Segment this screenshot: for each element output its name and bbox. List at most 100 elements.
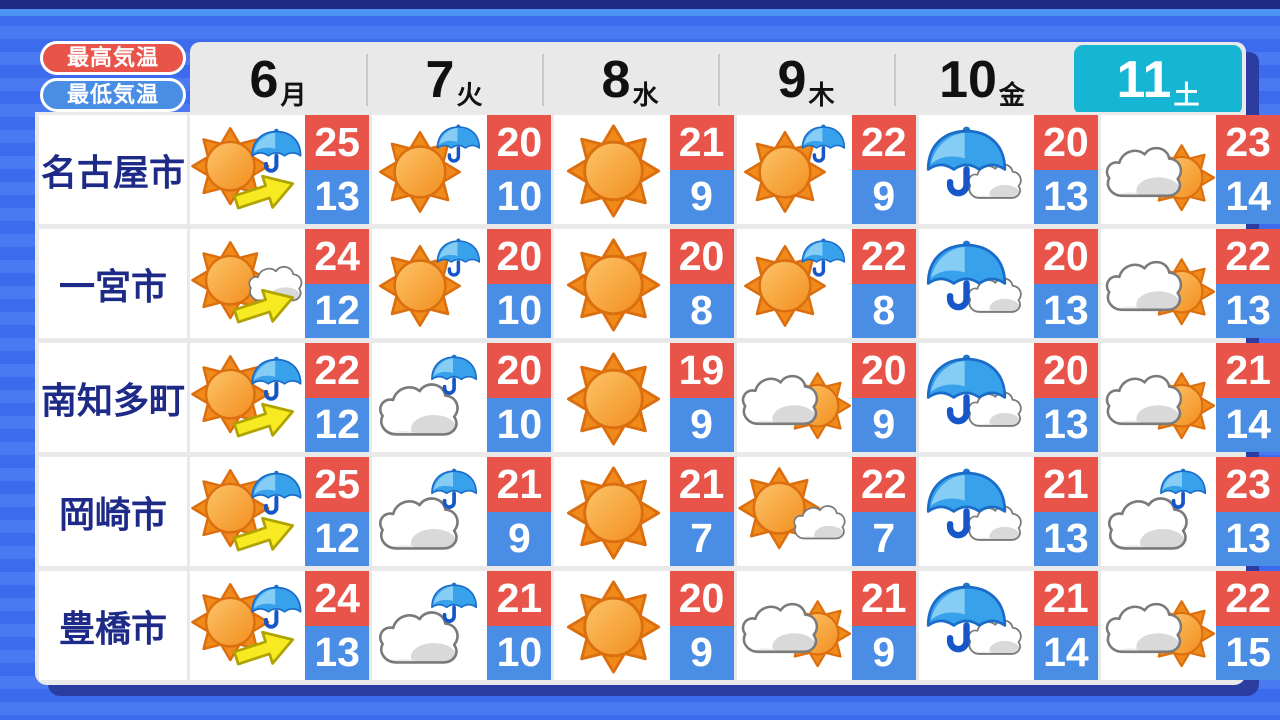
forecast-cell: 20 9 bbox=[736, 343, 916, 452]
forecast-table: 名古屋市 25 13 20 10 21 9 22 9 20 13 23 14 一宮市 24 1… bbox=[35, 112, 1280, 685]
day-header-sat-highlighted: 11 土 bbox=[1074, 45, 1242, 115]
min-temp: 9 bbox=[851, 169, 916, 224]
weather-icon bbox=[919, 464, 1034, 560]
weather-icon bbox=[190, 122, 305, 218]
forecast-cell: 25 12 bbox=[190, 457, 370, 566]
forecast-cell: 21 9 bbox=[736, 571, 916, 680]
day-number: 10 bbox=[939, 51, 997, 109]
min-temp: 14 bbox=[1216, 169, 1280, 224]
max-temp: 22 bbox=[851, 457, 916, 512]
max-temp: 21 bbox=[1033, 457, 1098, 512]
forecast-cell: 22 9 bbox=[736, 115, 916, 224]
weekday-label: 木 bbox=[808, 79, 835, 110]
min-temp: 13 bbox=[305, 625, 370, 680]
weather-icon bbox=[372, 122, 487, 218]
max-temp: 23 bbox=[1216, 115, 1280, 170]
max-temp: 22 bbox=[1216, 571, 1280, 626]
weather-icon bbox=[190, 464, 305, 560]
forecast-cell: 21 7 bbox=[554, 457, 734, 566]
min-temp: 15 bbox=[1216, 625, 1280, 680]
min-temp: 8 bbox=[669, 283, 734, 338]
max-temp: 21 bbox=[851, 571, 916, 626]
day-number: 7 bbox=[425, 51, 455, 109]
min-temp: 8 bbox=[851, 283, 916, 338]
min-temp: 13 bbox=[1216, 511, 1280, 566]
forecast-cell: 20 13 bbox=[918, 229, 1098, 338]
table-row-nagoya: 名古屋市 25 13 20 10 21 9 22 9 20 13 23 14 bbox=[39, 115, 1280, 224]
forecast-cell: 20 8 bbox=[554, 229, 734, 338]
weather-icon bbox=[372, 464, 487, 560]
max-temp: 22 bbox=[851, 229, 916, 284]
min-temp: 10 bbox=[487, 625, 552, 680]
max-temp: 24 bbox=[305, 229, 370, 284]
forecast-cell: 22 13 bbox=[1100, 229, 1280, 338]
weather-icon bbox=[372, 350, 487, 446]
min-temp: 12 bbox=[305, 397, 370, 452]
min-temp-legend-badge: 最低気温 bbox=[40, 78, 186, 112]
forecast-cell: 20 13 bbox=[918, 343, 1098, 452]
city-name: 南知多町 bbox=[39, 343, 187, 452]
max-temp: 21 bbox=[487, 571, 552, 626]
min-temp: 10 bbox=[487, 283, 552, 338]
weather-icon bbox=[554, 122, 669, 218]
weather-icon bbox=[737, 350, 852, 446]
forecast-cell: 20 10 bbox=[372, 343, 552, 452]
city-name: 一宮市 bbox=[39, 229, 187, 338]
max-temp: 20 bbox=[1033, 115, 1098, 170]
forecast-cell: 21 9 bbox=[554, 115, 734, 224]
min-temp: 13 bbox=[1033, 169, 1098, 224]
weather-icon bbox=[554, 350, 669, 446]
min-temp: 9 bbox=[669, 625, 734, 680]
weekday-label: 月 bbox=[280, 79, 307, 110]
weather-icon bbox=[554, 236, 669, 332]
city-name: 岡崎市 bbox=[39, 457, 187, 566]
weather-icon bbox=[737, 122, 852, 218]
min-temp: 12 bbox=[305, 283, 370, 338]
weather-icon bbox=[1101, 236, 1216, 332]
max-temp: 20 bbox=[1033, 229, 1098, 284]
max-temp: 20 bbox=[669, 571, 734, 626]
max-temp: 22 bbox=[305, 343, 370, 398]
temperature-legend: 最高気温 最低気温 bbox=[40, 41, 186, 112]
min-temp: 10 bbox=[487, 169, 552, 224]
forecast-cell: 23 14 bbox=[1100, 115, 1280, 224]
min-temp: 13 bbox=[305, 169, 370, 224]
weekday-label: 土 bbox=[1173, 79, 1200, 110]
day-number: 8 bbox=[601, 51, 631, 109]
weather-icon bbox=[737, 464, 852, 560]
forecast-cell: 20 9 bbox=[554, 571, 734, 680]
forecast-cell: 20 10 bbox=[372, 115, 552, 224]
min-temp: 10 bbox=[487, 397, 552, 452]
min-temp: 13 bbox=[1033, 397, 1098, 452]
table-row-minamichita: 南知多町 22 12 20 10 19 9 20 9 20 13 21 14 bbox=[39, 343, 1280, 452]
forecast-cell: 20 10 bbox=[372, 229, 552, 338]
city-name: 豊橋市 bbox=[39, 571, 187, 680]
table-row-toyohashi: 豊橋市 24 13 21 10 20 9 21 9 21 14 22 15 bbox=[39, 571, 1280, 680]
weather-icon bbox=[1101, 578, 1216, 674]
weather-icon bbox=[1101, 464, 1216, 560]
min-temp: 12 bbox=[305, 511, 370, 566]
max-temp: 21 bbox=[1216, 343, 1280, 398]
min-temp: 13 bbox=[1033, 283, 1098, 338]
max-temp: 20 bbox=[487, 229, 552, 284]
weather-icon bbox=[554, 578, 669, 674]
weather-icon bbox=[1101, 122, 1216, 218]
table-row-okazaki: 岡崎市 25 12 21 9 21 7 22 7 21 13 23 13 bbox=[39, 457, 1280, 566]
weather-icon bbox=[919, 122, 1034, 218]
max-temp: 21 bbox=[669, 457, 734, 512]
city-name: 名古屋市 bbox=[39, 115, 187, 224]
min-temp: 13 bbox=[1216, 283, 1280, 338]
max-temp: 20 bbox=[1033, 343, 1098, 398]
weather-icon bbox=[737, 578, 852, 674]
max-temp: 23 bbox=[1216, 457, 1280, 512]
weather-icon bbox=[919, 578, 1034, 674]
max-temp: 20 bbox=[851, 343, 916, 398]
weather-icon bbox=[372, 578, 487, 674]
max-temp: 22 bbox=[851, 115, 916, 170]
forecast-cell: 20 13 bbox=[918, 115, 1098, 224]
